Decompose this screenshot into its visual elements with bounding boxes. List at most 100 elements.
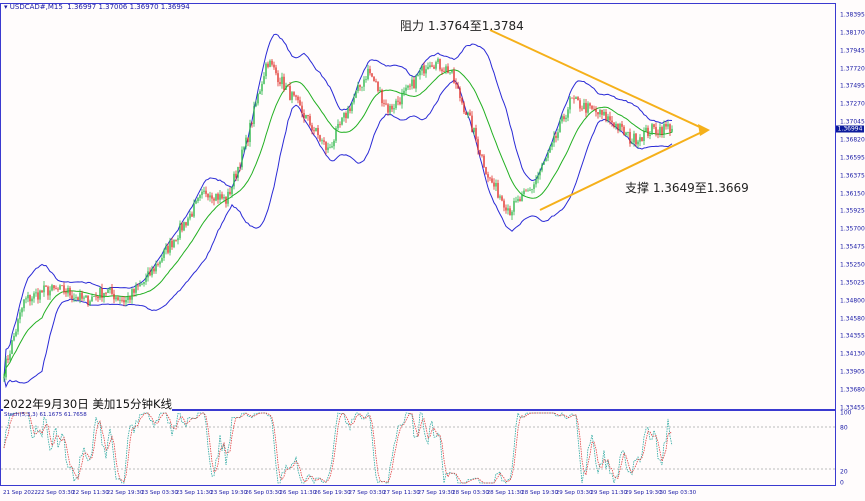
candle-body	[591, 105, 593, 109]
candle-body	[343, 112, 345, 118]
candle-body	[37, 292, 39, 300]
candle-body	[217, 193, 219, 200]
price-tick: 1.34130	[840, 350, 865, 358]
candle-body	[455, 82, 457, 85]
candle-body	[339, 124, 341, 125]
candle-body	[495, 182, 497, 187]
symbol-header: ▾ USDCAD#,M15 1.36997 1.37006 1.36970 1.…	[4, 3, 190, 11]
candle-body	[429, 65, 431, 67]
candle-body	[227, 191, 229, 204]
candle-body	[299, 100, 301, 106]
candle-body	[171, 240, 173, 248]
candle-body	[99, 288, 101, 299]
candle-body	[489, 177, 491, 179]
candle-body	[463, 102, 465, 113]
price-tick: 1.34355	[840, 332, 865, 340]
candle-body	[149, 271, 151, 276]
candle-body	[145, 277, 147, 282]
main-chart-frame	[0, 3, 836, 410]
candle-body	[173, 239, 175, 248]
candle-body	[281, 76, 283, 85]
candle-body	[373, 76, 375, 82]
lower-band	[3, 79, 673, 389]
price-tick: 1.37270	[840, 100, 865, 108]
candle-body	[207, 193, 209, 198]
candle-body	[223, 196, 225, 199]
stoch-main-line	[3, 411, 673, 484]
price-tick: 1.35700	[840, 225, 865, 233]
candle-body	[301, 105, 303, 113]
candle-body	[25, 298, 27, 300]
stoch-tick: 0	[840, 479, 844, 487]
candle-body	[361, 86, 363, 88]
candle-body	[409, 85, 411, 87]
candle-body	[451, 70, 453, 73]
candle-body	[581, 108, 583, 110]
candle-body	[385, 103, 387, 105]
candle-body	[561, 116, 563, 122]
candle-body	[487, 174, 489, 178]
candle-body	[661, 127, 663, 135]
stoch-tick: 80	[840, 424, 848, 432]
candle-body	[353, 97, 355, 103]
bollinger-bands	[3, 33, 673, 389]
candle-body	[543, 161, 545, 165]
candle-body	[599, 109, 601, 115]
candle-body	[87, 295, 89, 306]
candle-body	[507, 208, 509, 211]
candle-body	[531, 188, 533, 190]
candle-body	[623, 126, 625, 135]
candle-body	[643, 131, 645, 142]
candle-body	[9, 353, 11, 360]
triangle-pattern	[489, 29, 710, 211]
candle-body	[317, 127, 319, 136]
candle-body	[441, 69, 443, 72]
candle-body	[509, 208, 511, 216]
candle-body	[307, 115, 309, 117]
candle-body	[159, 261, 161, 265]
price-tick: 1.33905	[840, 368, 865, 376]
candle-body	[511, 211, 513, 216]
candle-body	[33, 293, 35, 299]
candle-body	[107, 289, 109, 293]
candle-body	[461, 97, 463, 103]
candle-body	[503, 200, 505, 208]
candle-body	[13, 335, 15, 341]
candle-body	[85, 295, 87, 298]
candle-body	[111, 287, 113, 294]
candle-body	[557, 132, 559, 138]
candle-body	[653, 124, 655, 128]
candle-body	[155, 264, 157, 272]
candle-body	[577, 97, 579, 101]
candle-body	[197, 197, 199, 202]
candle-body	[671, 128, 673, 132]
candle-body	[283, 76, 285, 90]
candle-body	[619, 123, 621, 131]
candle-body	[641, 137, 643, 142]
candle-body	[665, 124, 667, 127]
candle-body	[327, 147, 329, 150]
candle-body	[49, 290, 51, 296]
candle-body	[627, 132, 629, 133]
candle-body	[133, 289, 135, 293]
candle-body	[103, 292, 105, 298]
candle-body	[163, 249, 165, 258]
candle-body	[407, 85, 409, 88]
candle-body	[389, 105, 391, 113]
candle-body	[161, 257, 163, 262]
candle-body	[181, 223, 183, 231]
candle-body	[267, 63, 269, 67]
candle-body	[521, 194, 523, 202]
candle-body	[535, 179, 537, 185]
candle-body	[485, 167, 487, 175]
resistance-line	[489, 29, 705, 130]
candle-body	[157, 264, 159, 265]
candle-body	[447, 66, 449, 73]
candle-body	[93, 296, 95, 298]
candle-body	[491, 178, 493, 183]
candle-body	[211, 195, 213, 199]
time-tick: 26 Sep 11:30	[279, 490, 317, 496]
candle-body	[539, 170, 541, 176]
candle-body	[569, 97, 571, 110]
